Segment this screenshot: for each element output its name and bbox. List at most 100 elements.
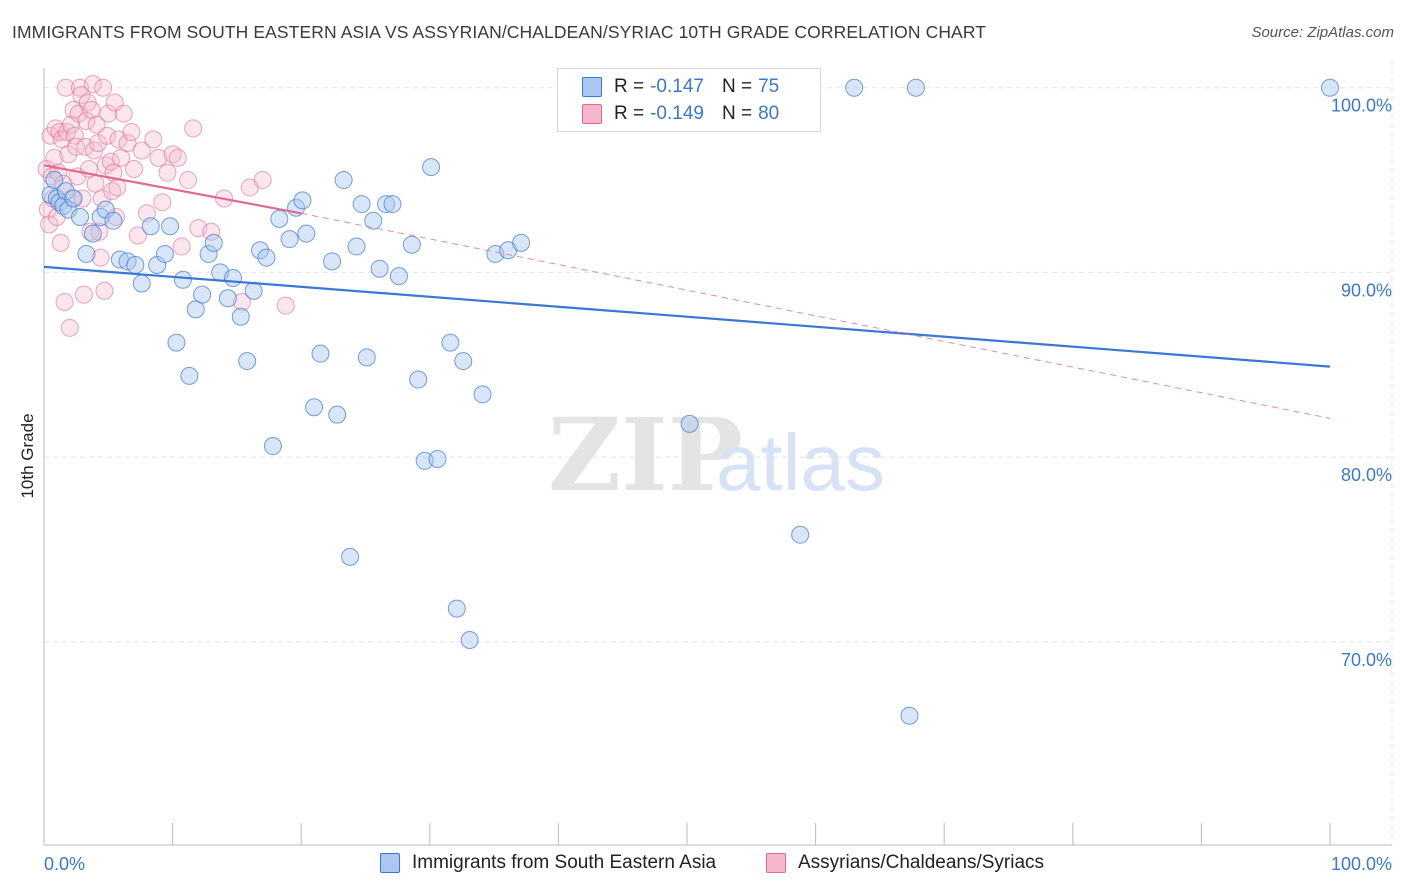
axes: [43, 68, 1392, 846]
pink-point: [60, 318, 79, 337]
blue-point: [270, 209, 289, 228]
pink-point: [144, 130, 163, 149]
blue-point: [454, 352, 473, 371]
legend-item-pink: Assyrians/Chaldeans/Syriacs: [766, 852, 1044, 874]
blue-point: [297, 224, 316, 243]
pink-point: [108, 178, 127, 197]
blue-point: [352, 195, 371, 214]
blue-trend-line: [43, 265, 1331, 368]
blue-point: [305, 398, 324, 417]
blue-point: [334, 171, 353, 190]
blue-point: [77, 244, 96, 263]
blue-point: [1321, 78, 1339, 97]
blue-point: [180, 366, 199, 385]
trend-lines: [43, 164, 1331, 419]
pink-point: [276, 296, 295, 315]
pink-point: [132, 141, 151, 160]
pink-point: [91, 248, 110, 267]
blue-point: [473, 385, 492, 404]
blue-point: [357, 348, 376, 367]
blue-point: [54, 196, 73, 215]
blue-point: [364, 211, 383, 230]
pink-point: [114, 104, 133, 123]
blue-point: [244, 281, 263, 300]
pink-point: [87, 115, 106, 134]
blue-point: [328, 405, 347, 424]
pink-point: [64, 100, 83, 119]
blue-point: [460, 630, 479, 649]
blue-point: [311, 344, 330, 363]
stats-row-blue: R = -0.147 N = 75: [582, 75, 779, 99]
blue-point: [56, 182, 75, 201]
legend-blue-swatch: [380, 853, 400, 873]
pink-point: [59, 145, 78, 164]
pink-point: [122, 123, 141, 142]
pink-point: [94, 78, 113, 97]
blue-r-value: -0.147: [650, 76, 704, 97]
blue-point: [161, 217, 180, 236]
pink-point: [118, 134, 137, 153]
blue-point: [218, 289, 237, 308]
blue-point: [193, 285, 212, 304]
pink-point: [163, 145, 182, 164]
pink-point: [51, 233, 70, 252]
legend-pink-label: Assyrians/Chaldeans/Syriacs: [798, 852, 1045, 873]
blue-point: [280, 230, 299, 249]
stats-legend-box: R = -0.147 N = 75 R = -0.149 N = 80: [557, 68, 821, 132]
pink-point: [233, 292, 252, 311]
blue-point: [845, 78, 864, 97]
blue-point: [263, 437, 282, 456]
blue-point: [447, 599, 466, 618]
pink-series: [37, 75, 295, 337]
pink-point: [96, 156, 115, 175]
blue-point: [323, 252, 342, 271]
pink-r-value: -0.149: [650, 103, 704, 124]
tick-labels: 70.0% 80.0% 90.0% 100.0% 0.0% 100.0%: [44, 96, 1392, 874]
pink-point: [77, 111, 96, 130]
blue-point: [377, 195, 396, 214]
blue-n-value: 75: [758, 76, 780, 97]
source-credit: Source: ZipAtlas.com: [1251, 24, 1394, 41]
pink-point: [81, 222, 100, 241]
pink-point: [98, 126, 117, 145]
blue-point: [441, 333, 460, 352]
y-tick-label: 80.0%: [1341, 465, 1392, 485]
pink-r-label: R =: [614, 103, 645, 124]
blue-point: [104, 211, 123, 230]
pink-point: [253, 171, 272, 190]
blue-point: [45, 171, 64, 190]
legend-pink-swatch: [766, 853, 786, 873]
pink-point: [72, 86, 91, 105]
pink-point: [202, 222, 221, 241]
blue-point: [906, 78, 925, 97]
pink-point: [55, 292, 74, 311]
pink-point: [153, 193, 172, 212]
blue-point: [126, 256, 145, 275]
pink-point: [73, 189, 92, 208]
pink-point: [168, 148, 187, 167]
blue-point: [251, 241, 270, 260]
legend-item-blue: Immigrants from South Eastern Asia: [380, 852, 716, 874]
pink-point: [158, 163, 177, 182]
pink-trend-line: [43, 164, 302, 215]
pink-point: [56, 78, 75, 97]
blue-point: [238, 352, 257, 371]
pink-point: [74, 285, 93, 304]
blue-point: [132, 274, 151, 293]
stats-row-pink: R = -0.149 N = 80: [582, 102, 779, 126]
blue-point: [59, 200, 78, 219]
pink-point: [40, 215, 59, 234]
blue-r-label: R =: [614, 76, 645, 97]
pink-point: [83, 75, 102, 94]
pink-point: [149, 148, 168, 167]
blue-point: [83, 224, 102, 243]
blue-point: [409, 370, 428, 389]
pink-trend-extension: [301, 212, 1331, 419]
watermark-zip: ZIP: [548, 396, 743, 514]
y-tick-label: 100.0%: [1331, 96, 1392, 116]
pink-point: [90, 222, 109, 241]
blue-point: [231, 307, 250, 326]
blue-point: [199, 244, 218, 263]
blue-point: [141, 217, 160, 236]
gridlines: [44, 60, 1393, 845]
